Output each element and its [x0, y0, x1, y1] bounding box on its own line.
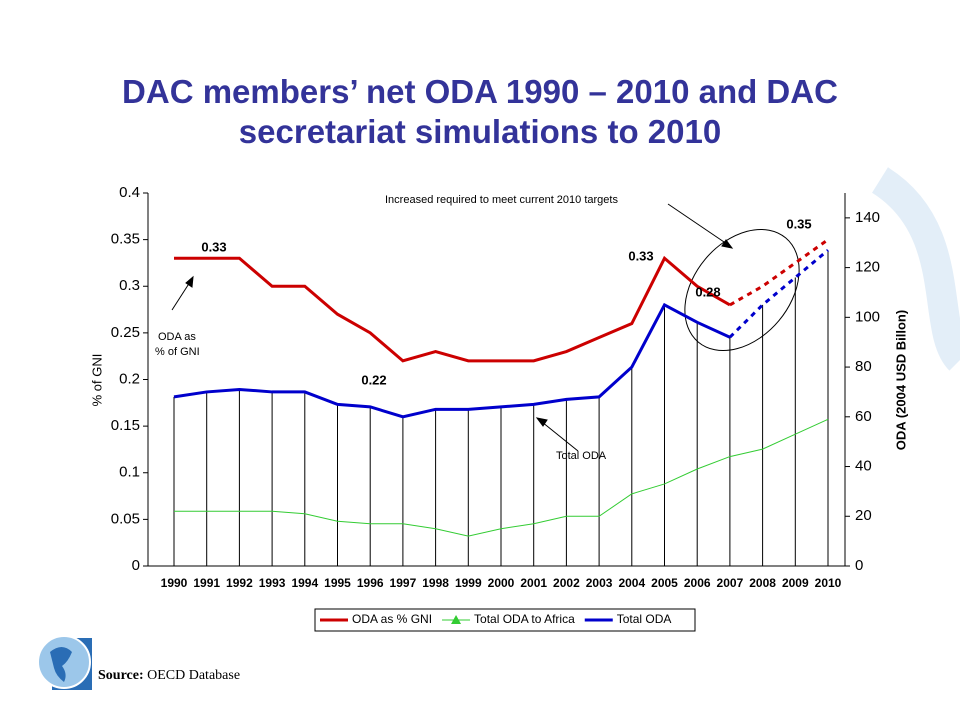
y-tick-label: 0.2 [119, 370, 140, 387]
x-tick-label: 1992 [226, 576, 253, 590]
y2-tick-label: 60 [855, 408, 872, 425]
arrows [171, 203, 734, 452]
y2-tick-label: 0 [855, 557, 863, 574]
annotation: 0.22 [361, 372, 386, 387]
y2-axis-title: ODA (2004 USD Billon) [893, 310, 908, 450]
annotation: Increased required to meet current 2010 … [385, 194, 618, 206]
y-tick-label: 0.25 [111, 324, 140, 341]
annotation: ODA as [158, 331, 196, 343]
x-tick-label: 1996 [357, 576, 384, 590]
highlight-ellipse [684, 228, 800, 352]
x-tick-label: 2007 [717, 576, 744, 590]
y-tick-label: 0.15 [111, 417, 140, 434]
background-swirl [871, 167, 960, 371]
legend-box [314, 608, 696, 632]
x-tick-label: 1995 [324, 576, 351, 590]
y2-tick-label: 140 [855, 209, 880, 226]
x-tick-label: 1999 [455, 576, 482, 590]
y2-tick-label: 20 [855, 507, 872, 524]
y-tick-label: 0.1 [119, 464, 140, 481]
projection-line [728, 249, 829, 339]
x-tick-label: 2006 [684, 576, 711, 590]
x-tick-label: 1998 [422, 576, 449, 590]
series-line [174, 255, 731, 363]
x-tick-label: 1990 [161, 576, 188, 590]
legend-label: ODA as % GNI [352, 612, 432, 626]
legend-label: Total ODA [617, 612, 672, 626]
x-tick-label: 2002 [553, 576, 580, 590]
source-text: OECD Database [147, 668, 241, 683]
y2-tick-label: 100 [855, 308, 880, 325]
annotation: % of GNI [155, 346, 200, 358]
annotation: 0.33 [201, 239, 226, 254]
y2-tick-label: 80 [855, 358, 872, 375]
x-tick-label: 2000 [488, 576, 515, 590]
x-tick-label: 2005 [651, 576, 678, 590]
x-tick-label: 2004 [618, 576, 645, 590]
y2-tick-label: 40 [855, 458, 872, 475]
source-label: Source: [98, 668, 144, 683]
x-tick-label: 1994 [291, 576, 318, 590]
y-tick-label: 0.3 [119, 277, 140, 294]
y-tick-label: 0.35 [111, 231, 140, 248]
x-tick-label: 2010 [815, 576, 842, 590]
series-line [174, 418, 829, 537]
globe-logo [37, 635, 92, 690]
annotation: 0.35 [786, 216, 811, 231]
source: Source: OECD Database [98, 668, 240, 684]
annotation: Total ODA [556, 450, 607, 462]
x-tick-label: 2009 [782, 576, 809, 590]
x-tick-label: 1993 [259, 576, 286, 590]
annotation: 0.28 [695, 284, 720, 299]
projection-line [729, 238, 829, 307]
y-axis-title: % of GNI [89, 354, 104, 407]
legend-marker [451, 615, 462, 624]
legend-label: Total ODA to Africa [474, 612, 575, 626]
y2-tick-label: 120 [855, 259, 880, 276]
y-tick-label: 0.05 [111, 510, 140, 527]
y-tick-label: 0.4 [119, 184, 140, 201]
y-tick-label: 0 [132, 557, 140, 574]
series-line [173, 302, 731, 419]
x-tick-label: 2001 [520, 576, 547, 590]
x-tick-label: 2003 [586, 576, 613, 590]
chart-title: DAC members’ net ODA 1990 – 2010 and DAC… [122, 73, 838, 150]
x-tick-label: 1991 [193, 576, 220, 590]
x-tick-label: 1997 [390, 576, 417, 590]
x-tick-label: 2008 [749, 576, 776, 590]
annotation: 0.33 [628, 248, 653, 263]
